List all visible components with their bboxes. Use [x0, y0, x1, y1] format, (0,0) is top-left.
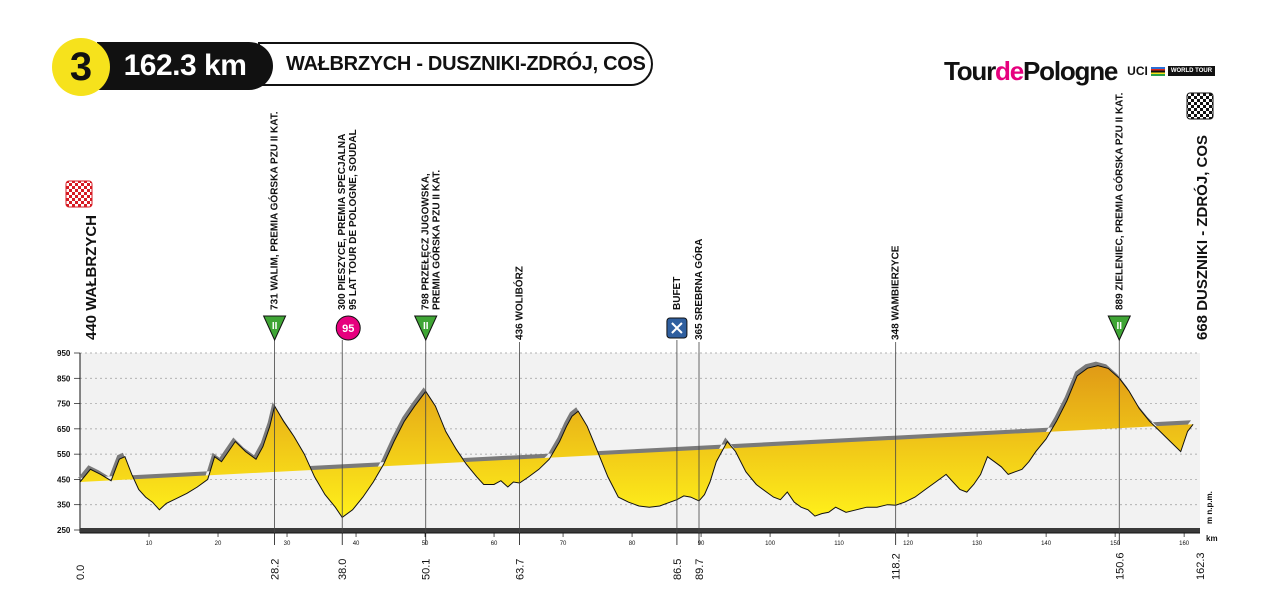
- y-tick-label: 350: [57, 501, 71, 510]
- climb-cat-2-icon: II: [262, 315, 287, 342]
- y-tick-label: 250: [57, 526, 71, 535]
- svg-text:II: II: [272, 321, 278, 332]
- marker-name-label: 300 PIESZYCE, PREMIA SPECJALNA: [337, 134, 348, 310]
- y-tick-label: 950: [57, 349, 71, 358]
- bottom-band: [80, 528, 1200, 533]
- marker-name-label: 731 WALIM, PREMIA GÓRSKA PZU II KAT.: [268, 111, 281, 310]
- km-unit-label: km: [1206, 534, 1218, 543]
- stage-number-badge: 3: [52, 38, 110, 96]
- x-axis-ticks: 10 20 30 40 50 60 70 80 90 100 110 120 130 140 150 1600…: [75, 533, 1207, 580]
- stage-route: WAŁBRZYCH - DUSZNIKI-ZDRÓJ, COS: [258, 42, 653, 86]
- x-tick-label: 20: [215, 541, 222, 547]
- tour-de-pologne-logo: TourdePologne UCI WORLD TOUR: [944, 55, 1216, 87]
- marker-name-label: 798 PRZEŁĘCZ JUGOWSKA,: [421, 173, 432, 310]
- marker-km-label: 86.5: [672, 559, 684, 580]
- marker-km-label: 150.6: [1114, 552, 1126, 580]
- x-tick-label: 40: [353, 541, 360, 547]
- x-tick-label: 110: [834, 541, 844, 547]
- marker-name-label: 889 ZIELENIEC, PREMIA GÓRSKA PZU II KAT.: [1112, 92, 1125, 310]
- feed-zone-icon: [666, 317, 688, 339]
- x-tick-label: 150: [1110, 541, 1121, 547]
- marker-icons: II 95 II II: [262, 315, 1132, 342]
- y-tick-label: 550: [57, 450, 71, 459]
- marker-name-label: BUFET: [672, 277, 683, 310]
- marker-name-label: 95 LAT TOUR DE POLOGNE, SOUDAL: [348, 129, 359, 310]
- start-flag-icon: [65, 180, 93, 208]
- marker-lines: 28.2 38.0 50.1 63.7 86.5 89.7 118.2 150.6: [270, 340, 1126, 580]
- climb-cat-2-icon: II: [1107, 315, 1132, 342]
- svg-text:II: II: [423, 321, 429, 332]
- marker-name-label: PREMIA GÓRSKA PZU II KAT.: [430, 170, 443, 310]
- x-tick-label: 140: [1041, 541, 1052, 547]
- marker-km-label: 50.1: [421, 559, 433, 580]
- x-tick-label: 80: [629, 541, 636, 547]
- y-tick-label: 750: [57, 400, 71, 409]
- x-tick-label: 130: [972, 541, 983, 547]
- marker-name-label: 436 WOLIBÓRZ: [513, 266, 526, 340]
- marker-km-label: 38.0: [337, 559, 349, 580]
- finish-label: 668 DUSZNIKI - ZDRÓJ, COS: [1193, 135, 1211, 340]
- marker-name-label: 348 WAMBIERZYCE: [891, 245, 902, 340]
- start-label: 440 WAŁBRZYCH: [83, 215, 100, 340]
- stage-header: 3 162.3 km WAŁBRZYCH - DUSZNIKI-ZDRÓJ, C…: [0, 0, 1280, 110]
- logo-wordmark: TourdePologne: [944, 55, 1118, 86]
- x-endpoint-label: 162.3: [1195, 552, 1207, 580]
- x-tick-label: 10: [146, 541, 153, 547]
- elevation-area: [79, 365, 1194, 519]
- special-sprint-icon: 95: [335, 315, 361, 341]
- marker-km-label: 28.2: [270, 559, 282, 580]
- y-tick-label: 450: [57, 475, 71, 484]
- uci-world-tour-logo: UCI WORLD TOUR: [1127, 64, 1216, 78]
- marker-km-label: 89.7: [694, 559, 706, 580]
- altitude-unit-label: m n.p.m.: [1205, 491, 1214, 524]
- uci-rainbow-icon: [1150, 66, 1165, 76]
- finish-flag-icon: [1186, 92, 1214, 120]
- x-tick-label: 160: [1179, 541, 1190, 547]
- x-tick-label: 120: [903, 541, 914, 547]
- svg-text:II: II: [1116, 321, 1122, 332]
- x-tick-label: 30: [284, 541, 291, 547]
- marker-km-label: 63.7: [515, 559, 527, 580]
- x-tick-label: 90: [698, 541, 705, 547]
- climb-cat-2-icon: II: [413, 315, 438, 342]
- svg-text:95: 95: [342, 323, 354, 335]
- y-tick-label: 650: [57, 425, 71, 434]
- x-endpoint-label: 0.0: [75, 565, 87, 580]
- stage-route-label: WAŁBRZYCH - DUSZNIKI-ZDRÓJ, COS: [286, 52, 646, 75]
- marker-km-label: 118.2: [891, 553, 903, 580]
- y-axis-ticks: 250 350 450 550 650 750 850 950: [57, 349, 81, 535]
- y-tick-label: 850: [57, 374, 71, 383]
- x-tick-label: 100: [765, 541, 776, 547]
- x-tick-label: 60: [491, 541, 498, 547]
- stage-distance: 162.3 km: [97, 42, 273, 90]
- x-tick-label: 70: [560, 541, 567, 547]
- marker-name-label: 365 SREBRNA GÓRA: [692, 239, 705, 340]
- marker-labels: 731 WALIM, PREMIA GÓRSKA PZU II KAT. 300 …: [268, 92, 1126, 340]
